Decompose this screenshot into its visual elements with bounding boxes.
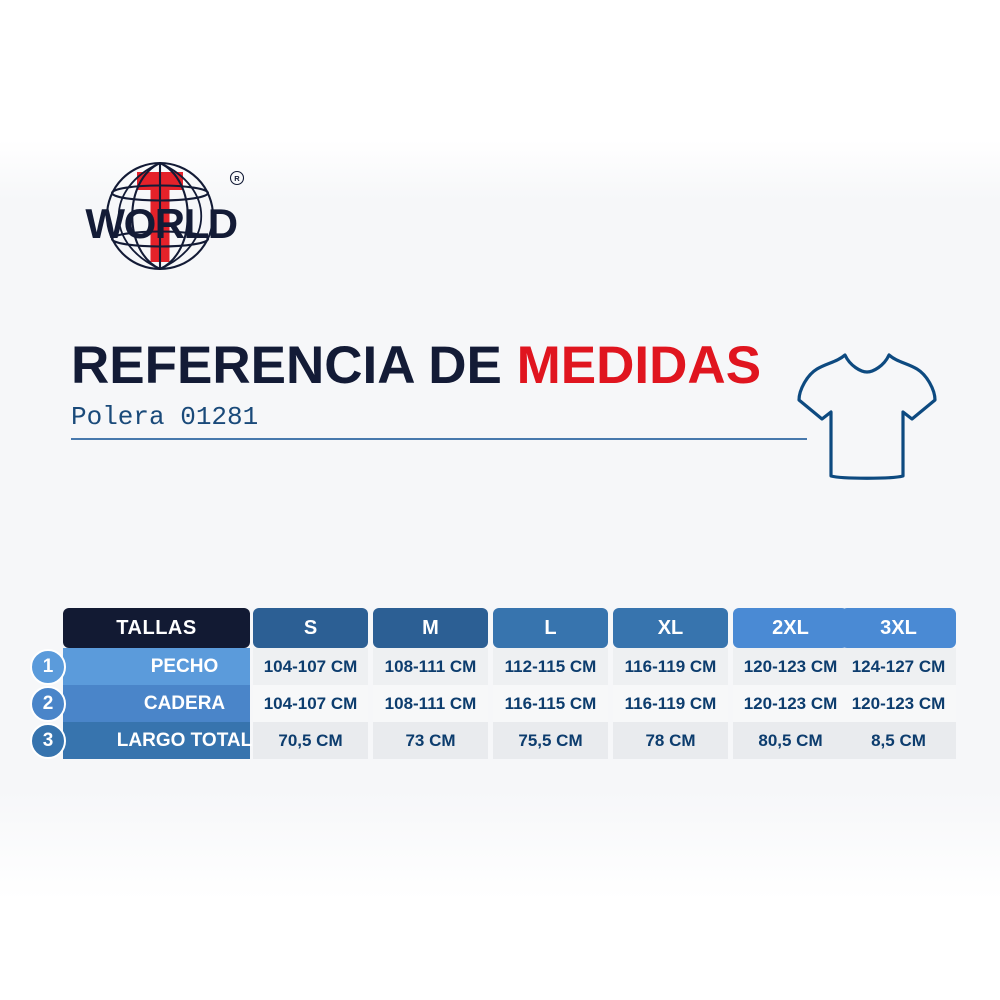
svg-text:R: R	[234, 174, 240, 183]
svg-text:WORLD: WORLD	[85, 200, 236, 247]
